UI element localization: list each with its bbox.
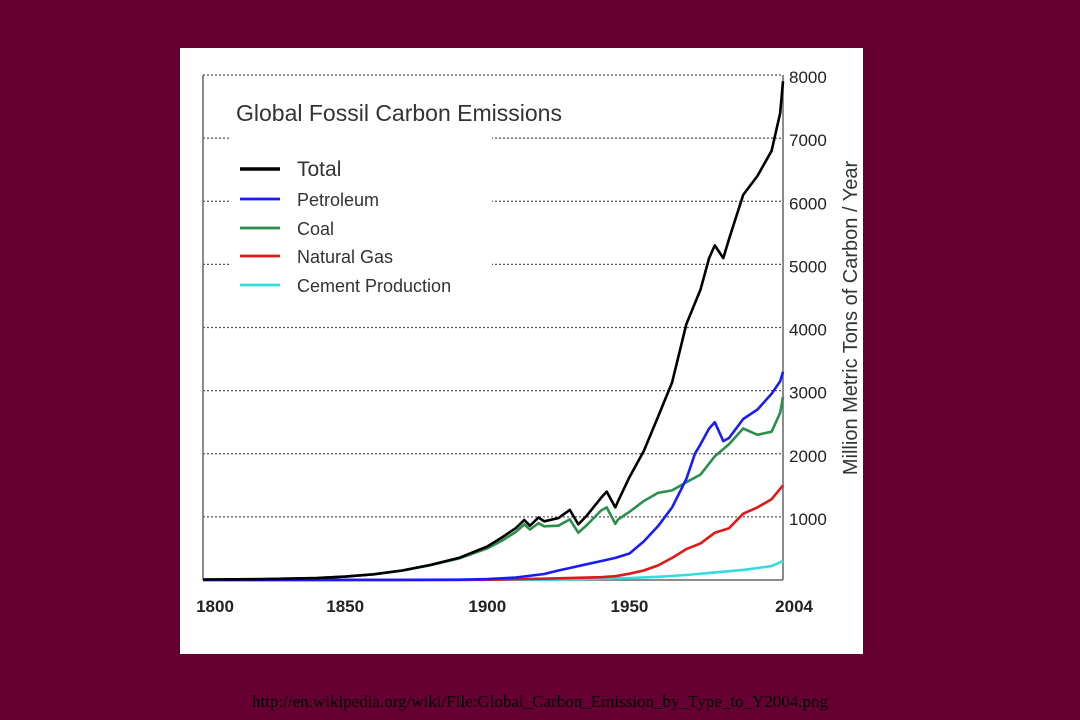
series-line-cement-production — [202, 559, 784, 582]
legend-label-natural-gas: Natural Gas — [297, 247, 393, 267]
y-tick-label: 5000 — [789, 257, 827, 276]
y-tick-label: 7000 — [789, 131, 827, 150]
legend-label-petroleum: Petroleum — [297, 190, 379, 210]
y-tick-label: 4000 — [789, 321, 827, 340]
legend-label-cement-production: Cement Production — [297, 276, 451, 296]
legend-label-total: Total — [297, 158, 341, 181]
x-tick-label: 1900 — [468, 597, 506, 616]
x-tick-label: 2004 — [775, 597, 813, 616]
series-line-natural-gas — [202, 484, 785, 582]
x-tick-label: 1950 — [611, 597, 649, 616]
y-axis-label: Million Metric Tons of Carbon / Year — [840, 161, 862, 476]
x-tick-label: 1800 — [196, 597, 234, 616]
y-tick-label: 1000 — [789, 510, 827, 529]
series-lines — [202, 81, 785, 582]
y-tick-label: 8000 — [789, 68, 827, 87]
legend: Total Petroleum Coal Natural Gas Cement Prod… — [230, 88, 492, 318]
series-line-coal — [202, 396, 785, 581]
series-line-petroleum — [202, 371, 785, 582]
chart-panel: 1000 2000 3000 4000 5000 6000 7000 8000 1800 1850… — [180, 48, 863, 654]
legend-background — [230, 88, 492, 318]
emissions-chart: 1000 2000 3000 4000 5000 6000 7000 8000 1800 1850… — [196, 68, 862, 616]
tick-labels: 1000 2000 3000 4000 5000 6000 7000 8000 1800 1850… — [196, 68, 827, 616]
source-url: http://en.wikipedia.org/wiki/File:Global… — [252, 692, 828, 711]
y-tick-label: 3000 — [789, 384, 827, 403]
series-line-total — [202, 81, 785, 581]
chart-title: Global Fossil Carbon Emissions — [236, 100, 562, 126]
y-tick-label: 6000 — [789, 194, 827, 213]
y-tick-label: 2000 — [789, 447, 827, 466]
legend-label-coal: Coal — [297, 219, 334, 239]
x-tick-label: 1850 — [326, 597, 364, 616]
